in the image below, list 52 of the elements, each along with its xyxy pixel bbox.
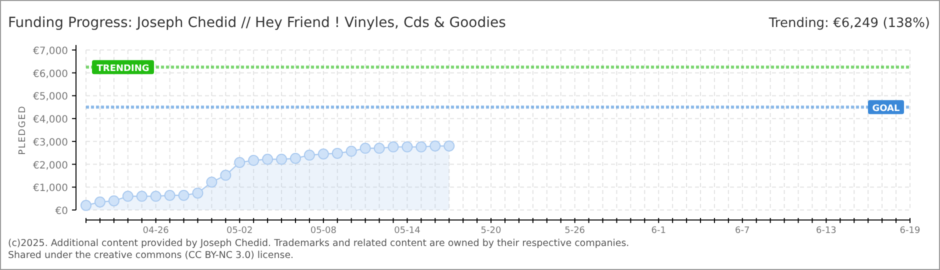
point [262, 154, 274, 165]
text: (c)2025. Additional content provided by Joseph Chedid. Trademarks and related content are owned by their respective companies. [8, 238, 630, 249]
y-tick-label: €6,000 [33, 68, 68, 80]
point [304, 150, 315, 161]
point [416, 141, 427, 152]
point [234, 156, 246, 168]
point [94, 196, 106, 208]
point [290, 152, 301, 164]
point [332, 148, 343, 159]
point [108, 195, 120, 206]
x-tick-label: 6-13 [816, 226, 836, 236]
x-tick-label: 05-02 [226, 226, 253, 236]
x-tick-label: 6-7 [735, 226, 750, 236]
point [248, 154, 260, 166]
point [402, 141, 413, 152]
point [206, 176, 218, 188]
y-tick-label: €2,000 [33, 160, 68, 172]
y-tick-label: €7,000 [33, 46, 68, 57]
y-tick-label: €5,000 [33, 92, 68, 103]
y-axis-title: PLEDGED [18, 105, 28, 155]
x-tick-label: 6-1 [651, 226, 666, 236]
y-tick-label: €1,000 [33, 183, 68, 194]
point [164, 190, 176, 201]
x-tick-label: 04-26 [142, 226, 170, 236]
point [220, 170, 232, 181]
chart-title: Funding Progress: Joseph Chedid // Hey Friend ! Vinyles, Cds & Goodies [8, 15, 506, 31]
ref-line-label: GOAL [872, 104, 900, 114]
point [192, 188, 204, 199]
point [444, 140, 455, 152]
point [318, 148, 329, 160]
y-tick-label: €4,000 [33, 114, 68, 126]
point [388, 141, 399, 152]
chart-subtitle: Trending: €6,249 (138%) [768, 16, 930, 31]
x-tick-label: 5-20 [480, 226, 502, 236]
x-tick-label: 5-26 [564, 226, 586, 236]
text: Shared under the creative commons (CC BY-NC 3.0) license. [8, 250, 294, 261]
point [80, 200, 92, 211]
point [374, 142, 385, 154]
point [360, 142, 371, 154]
x-tick-label: 6-19 [900, 226, 920, 236]
x-tick-label: 05-08 [310, 226, 337, 236]
point [346, 146, 357, 157]
y-tick-label: €3,000 [33, 137, 68, 148]
y-tick-label: €0 [55, 206, 68, 217]
point [430, 140, 441, 152]
point [150, 190, 162, 202]
point [178, 190, 190, 201]
ref-line-label: TRENDING [96, 64, 150, 74]
x-tick-label: 05-14 [394, 226, 421, 236]
point [136, 190, 148, 202]
point [122, 190, 134, 202]
point [276, 154, 288, 165]
